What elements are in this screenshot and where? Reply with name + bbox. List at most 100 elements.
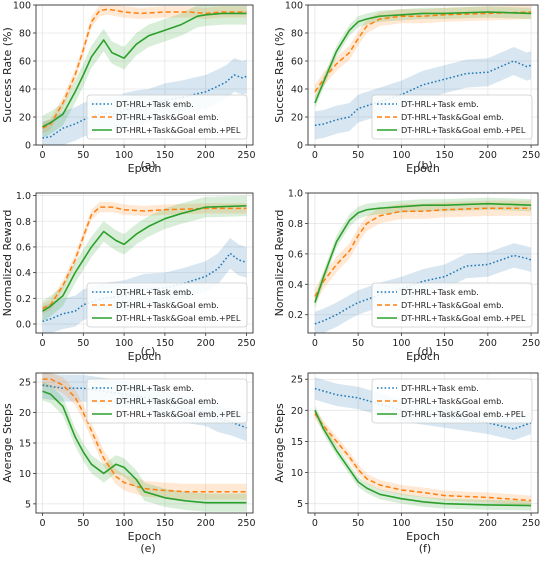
legend-label: DT-HRL+Task emb. — [116, 287, 194, 297]
x-axis-label: Epoch — [406, 530, 440, 543]
plot-frame — [35, 192, 254, 334]
y-tick-label: 0.6 — [16, 242, 31, 253]
panel-caption: (a) — [140, 159, 155, 172]
x-tick-label: 250 — [522, 518, 540, 529]
x-tick-label: 50 — [77, 518, 89, 529]
series-band-taskgoal — [314, 408, 532, 506]
chart-panel-c: 0 50 100 150 200 250 0.0 0.2 0.4 0.6 0.8 1.0 Epoch No… — [1, 191, 256, 363]
y-tick-label: 0.4 — [288, 280, 303, 291]
x-axis-label: Epoch — [406, 350, 440, 363]
y-axis-label: Average Steps — [273, 403, 286, 483]
series-band-task — [314, 47, 532, 140]
series-band-taskgoal — [42, 201, 247, 314]
y-tick-label: 5 — [297, 499, 303, 510]
legend: DT-HRL+Task emb. DT-HRL+Task&Goal emb. DT-… — [371, 378, 533, 424]
x-tick-label: 200 — [197, 338, 215, 349]
series-line-pel — [42, 390, 247, 504]
plot-frame — [35, 4, 254, 146]
x-tick-label: 100 — [392, 338, 410, 349]
panel-caption: (c) — [141, 345, 156, 358]
y-tick-label: 10 — [19, 469, 31, 480]
y-tick-label: 20 — [19, 408, 31, 419]
y-tick-label: 0 — [297, 141, 303, 152]
panel-caption: (f) — [419, 542, 431, 555]
x-tick-label: 0 — [312, 518, 318, 529]
y-tick-label: 0.6 — [288, 249, 303, 260]
x-tick-label: 0 — [40, 338, 46, 349]
legend-box — [86, 378, 248, 424]
y-tick-label: 0.4 — [16, 268, 31, 279]
x-tick-label: 250 — [237, 518, 255, 529]
legend-label: DT-HRL+Task&Goal emb. — [116, 112, 219, 122]
y-tick-label: 20 — [291, 406, 303, 417]
plot-frame — [307, 192, 539, 334]
x-tick-label: 150 — [436, 338, 454, 349]
y-axis-label: Success Rate (%) — [1, 27, 14, 123]
y-tick-label: 20 — [291, 113, 303, 124]
y-tick-label: 60 — [19, 57, 31, 68]
panel-caption: (d) — [417, 345, 433, 358]
series-line-task — [42, 252, 247, 323]
x-axis-label: Epoch — [406, 162, 440, 175]
y-tick-label: 100 — [285, 1, 303, 12]
legend-label: DT-HRL+Task emb. — [401, 99, 479, 109]
y-tick-label: 60 — [291, 57, 303, 68]
legend-box — [86, 282, 248, 328]
series-line-taskgoal — [42, 378, 247, 493]
legend-label: DT-HRL+Task&Goal emb. — [401, 112, 504, 122]
x-axis-label: Epoch — [128, 530, 162, 543]
chart-panel-b: 0 50 100 150 200 250020406080100EpochSuccess … — [273, 1, 540, 176]
x-tick-label: 150 — [156, 150, 174, 161]
legend-label: DT-HRL+Task&Goal emb. — [401, 396, 504, 406]
y-tick-label: 1.0 — [16, 191, 31, 202]
y-tick-label: 0.8 — [288, 219, 303, 230]
x-tick-label: 200 — [197, 150, 215, 161]
x-tick-label: 50 — [77, 338, 89, 349]
x-tick-label: 0 — [40, 518, 46, 529]
x-tick-label: 150 — [436, 518, 454, 529]
series-line-taskgoal — [314, 207, 532, 297]
y-axis-label: Normalized Reward — [1, 210, 14, 317]
x-tick-label: 200 — [479, 518, 497, 529]
plot-frame — [307, 4, 539, 146]
y-tick-label: 0.2 — [16, 294, 31, 305]
legend-label: DT-HRL+Task&Goal emb.+PEL — [116, 125, 241, 135]
x-tick-label: 250 — [237, 338, 255, 349]
series-band-pel — [314, 405, 532, 511]
x-tick-label: 50 — [352, 518, 364, 529]
series-band-taskgoal — [314, 5, 532, 99]
chart-panel-e: 0 50 100 150 200 250 5 10 15 20 25 Epoch Average Ste… — [1, 372, 256, 555]
series-band-pel — [314, 6, 532, 109]
x-tick-label: 100 — [392, 518, 410, 529]
legend-label: DT-HRL+Task emb. — [401, 383, 479, 393]
series-line-taskgoal — [42, 8, 247, 129]
series-line-taskgoal — [42, 206, 247, 310]
chart-panel-d: 0 50 100 150 200 250 0.2 0.4 0.6 0.8 1.0 Epoch Norma… — [273, 189, 540, 364]
y-tick-label: 5 — [25, 499, 31, 510]
x-axis-label: Epoch — [128, 350, 162, 363]
x-tick-label: 100 — [115, 150, 133, 161]
legend-label: DT-HRL+Task&Goal emb. — [401, 300, 504, 310]
panel-caption: (e) — [140, 542, 155, 555]
x-tick-label: 250 — [522, 338, 540, 349]
legend-label: DT-HRL+Task emb. — [116, 383, 194, 393]
y-tick-label: 0.8 — [16, 217, 31, 228]
y-tick-label: 0.2 — [288, 310, 303, 321]
y-tick-label: 1.0 — [288, 189, 303, 200]
y-tick-label: 40 — [19, 85, 31, 96]
y-tick-label: 80 — [291, 29, 303, 40]
panel-caption: (b) — [417, 159, 433, 172]
x-tick-label: 100 — [392, 150, 410, 161]
legend-label: DT-HRL+Task&Goal emb.+PEL — [116, 409, 241, 419]
series-band-taskgoal — [314, 200, 532, 305]
series-line-pel — [314, 202, 532, 303]
y-axis-label: Success Rate (%) — [273, 27, 286, 123]
series-band-pel — [42, 5, 247, 138]
x-tick-label: 100 — [115, 338, 133, 349]
series-line-pel — [42, 12, 247, 128]
series-line-pel — [314, 11, 532, 104]
y-tick-label: 15 — [291, 437, 303, 448]
legend: DT-HRL+Task emb. DT-HRL+Task&Goal emb. DT-… — [371, 94, 533, 140]
series-line-pel — [314, 409, 532, 507]
